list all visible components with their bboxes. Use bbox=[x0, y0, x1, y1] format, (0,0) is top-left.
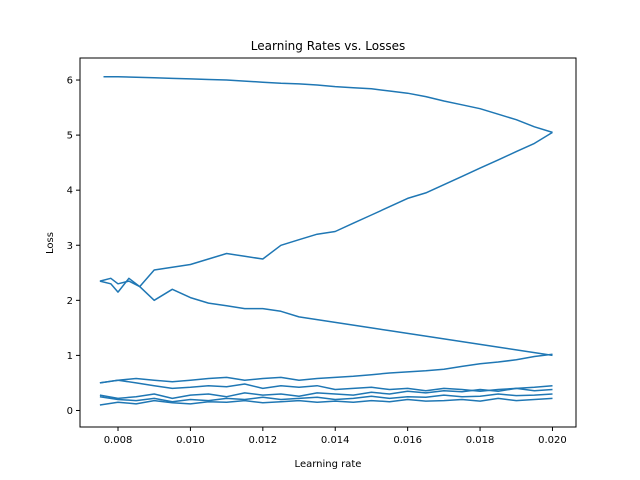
x-axis-label: Learning rate bbox=[295, 459, 362, 470]
y-tick-label: 1 bbox=[67, 351, 73, 362]
y-tick-label: 0 bbox=[67, 406, 73, 417]
x-tick-label: 0.012 bbox=[249, 435, 278, 446]
plot-area bbox=[99, 75, 553, 406]
series-line-8 bbox=[99, 397, 553, 406]
y-tick-label: 5 bbox=[67, 131, 73, 142]
series-line-1 bbox=[103, 75, 553, 134]
y-tick-label: 4 bbox=[67, 186, 73, 197]
y-tick-label: 2 bbox=[67, 296, 73, 307]
series-line-7 bbox=[99, 393, 553, 403]
series-line-6 bbox=[99, 384, 553, 400]
series-line-2 bbox=[99, 131, 553, 293]
series-line-5 bbox=[99, 379, 553, 392]
x-tick-label: 0.018 bbox=[466, 435, 495, 446]
y-tick-label: 3 bbox=[67, 241, 73, 252]
y-axis-label: Loss bbox=[45, 232, 56, 254]
x-tick-label: 0.008 bbox=[104, 435, 133, 446]
x-axis: 0.008 0.010 0.012 0.014 0.016 0.018 0.020 bbox=[104, 427, 567, 446]
x-tick-label: 0.014 bbox=[321, 435, 350, 446]
x-tick-label: 0.010 bbox=[176, 435, 205, 446]
y-tick-label: 6 bbox=[67, 76, 73, 87]
series-line-4 bbox=[99, 353, 553, 384]
x-tick-label: 0.016 bbox=[393, 435, 422, 446]
x-tick-label: 0.020 bbox=[538, 435, 567, 446]
chart-title: Learning Rates vs. Losses bbox=[251, 39, 405, 53]
y-axis: 0 1 2 3 4 5 6 bbox=[67, 76, 80, 417]
series-line-3 bbox=[99, 277, 553, 357]
plot-frame bbox=[79, 57, 577, 428]
